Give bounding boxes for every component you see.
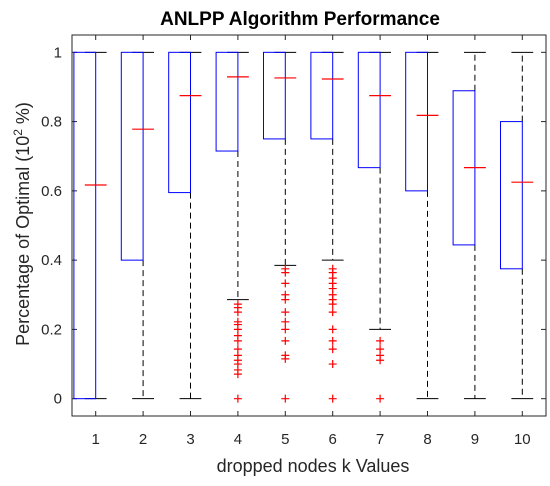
chart-title: ANLPP Algorithm Performance xyxy=(160,9,440,30)
outlier-marker xyxy=(328,360,337,369)
outlier-marker xyxy=(281,325,290,334)
y-tick-label: 0.6 xyxy=(41,183,62,200)
y-tick-label: 0.2 xyxy=(41,321,62,338)
outlier-marker xyxy=(328,336,337,345)
y-axis-label-main: Percentage of Optimal (10 xyxy=(13,136,33,346)
outlier-marker xyxy=(281,317,290,326)
x-tick-label: 5 xyxy=(281,431,289,448)
box-k4 xyxy=(215,51,239,152)
outlier-marker xyxy=(233,394,242,403)
outlier-marker xyxy=(328,308,337,317)
box-k10 xyxy=(499,121,523,270)
plot-area: 0 0.2 0.4 0.6 0.8 1 1 2 3 4 5 6 7 8 9 10 xyxy=(41,34,547,448)
outlier-marker xyxy=(281,279,290,288)
box-k1 xyxy=(73,51,97,400)
x-tick-label: 1 xyxy=(92,431,100,448)
outlier-marker xyxy=(328,264,337,273)
outlier-marker xyxy=(376,345,385,354)
x-tick-label: 4 xyxy=(234,431,242,448)
box-k6 xyxy=(310,51,334,140)
outlier-marker xyxy=(281,394,290,403)
y-tick-label: 1 xyxy=(54,44,62,61)
x-tick-label: 3 xyxy=(186,431,194,448)
x-tick-label: 6 xyxy=(329,431,337,448)
y-tick-label: 0 xyxy=(54,391,62,408)
box-k8 xyxy=(405,51,429,192)
box-k2 xyxy=(120,51,144,261)
outlier-marker xyxy=(328,325,337,334)
outlier-marker xyxy=(233,345,242,354)
axes-frame xyxy=(71,34,547,417)
box-k5 xyxy=(262,51,286,140)
x-axis-label: dropped nodes k Values xyxy=(217,456,410,476)
y-axis-label-unit: %) xyxy=(13,102,33,129)
outlier-marker xyxy=(281,290,290,299)
y-tick-label: 0.4 xyxy=(41,252,62,269)
outlier-marker xyxy=(281,351,290,360)
outlier-marker xyxy=(281,336,290,345)
x-tick-label: 7 xyxy=(376,431,384,448)
x-tick-label: 2 xyxy=(139,431,147,448)
x-tick-label: 8 xyxy=(423,431,431,448)
y-axis-label-exponent: 2 xyxy=(11,129,25,136)
box-k3 xyxy=(168,51,192,194)
outlier-marker xyxy=(233,300,242,309)
outlier-marker xyxy=(376,394,385,403)
outlier-marker xyxy=(233,317,242,326)
outlier-marker xyxy=(281,308,290,317)
outlier-marker xyxy=(376,336,385,345)
outlier-marker xyxy=(281,264,290,273)
y-axis-label: Percentage of Optimal (102 %) xyxy=(11,102,33,346)
x-tick-label: 10 xyxy=(514,431,531,448)
outlier-marker xyxy=(328,394,337,403)
box-k7 xyxy=(357,51,381,169)
x-tick-label: 9 xyxy=(471,431,479,448)
outlier-marker xyxy=(328,345,337,354)
y-tick-label: 0.8 xyxy=(41,114,62,131)
